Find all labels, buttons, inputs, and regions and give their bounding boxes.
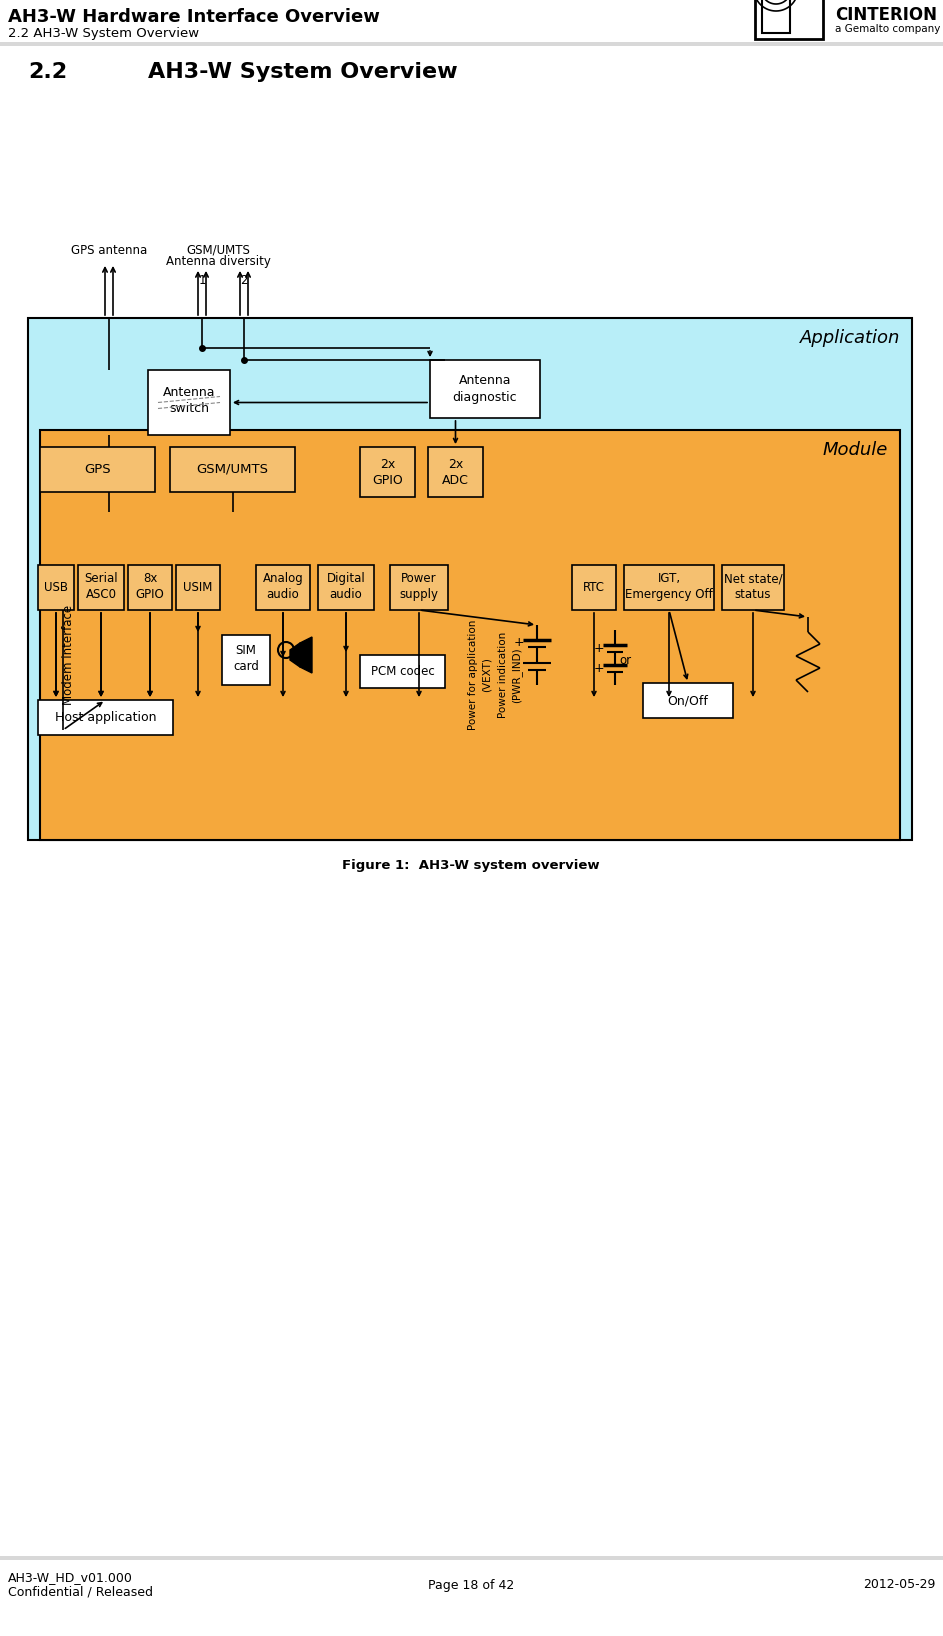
Text: Serial: Serial	[84, 573, 118, 586]
Text: 2.2 AH3-W System Overview: 2.2 AH3-W System Overview	[8, 26, 199, 39]
Text: GPS antenna: GPS antenna	[71, 244, 147, 257]
Text: switch: switch	[169, 402, 209, 416]
Text: card: card	[233, 661, 259, 674]
Bar	[78, 564, 124, 610]
Bar	[755, 0, 823, 39]
Text: +: +	[594, 661, 604, 674]
Bar	[128, 564, 172, 610]
Text: audio: audio	[267, 587, 299, 600]
Text: Module: Module	[822, 442, 888, 460]
Text: 2.2: 2.2	[28, 62, 67, 82]
Bar	[762, 0, 790, 33]
Text: audio: audio	[330, 587, 362, 600]
Bar	[28, 317, 912, 839]
Text: 2: 2	[240, 273, 248, 286]
Text: +: +	[514, 636, 524, 649]
Text: AH3-W System Overview: AH3-W System Overview	[148, 62, 457, 82]
Text: Application: Application	[800, 329, 900, 347]
Bar	[0, 1556, 943, 1561]
Polygon shape	[290, 643, 300, 667]
Bar	[360, 654, 445, 689]
Text: AH3-W_HD_v01.000: AH3-W_HD_v01.000	[8, 1572, 133, 1585]
Text: 1: 1	[198, 273, 206, 286]
Text: 2012-05-29: 2012-05-29	[863, 1579, 935, 1592]
Bar	[176, 564, 220, 610]
Text: Net state/: Net state/	[723, 573, 783, 586]
Text: Analog: Analog	[262, 573, 304, 586]
Text: Power for application: Power for application	[468, 620, 478, 730]
Text: 8x: 8x	[142, 573, 157, 586]
Bar	[428, 447, 483, 497]
Text: Emergency Off: Emergency Off	[625, 587, 713, 600]
Text: or: or	[619, 653, 631, 666]
Text: Figure 1:  AH3-W system overview: Figure 1: AH3-W system overview	[342, 859, 600, 872]
Text: Modem interface: Modem interface	[61, 605, 74, 705]
Bar	[318, 564, 374, 610]
Text: CINTERION: CINTERION	[835, 7, 937, 25]
Bar	[624, 564, 714, 610]
Text: (PWR_IND): (PWR_IND)	[511, 648, 522, 703]
Bar	[170, 447, 295, 492]
Text: Host application: Host application	[55, 712, 157, 725]
Text: GSM/UMTS: GSM/UMTS	[196, 463, 269, 476]
Text: GSM/UMTS: GSM/UMTS	[186, 244, 250, 257]
Text: GPS: GPS	[84, 463, 111, 476]
Bar	[0, 43, 943, 46]
Text: AH3-W Hardware Interface Overview: AH3-W Hardware Interface Overview	[8, 8, 380, 26]
Text: RTC: RTC	[583, 581, 605, 594]
Text: a Gemalto company: a Gemalto company	[835, 25, 940, 34]
Text: 2x: 2x	[448, 458, 463, 471]
Bar	[256, 564, 310, 610]
Bar	[148, 370, 230, 435]
Text: USB: USB	[44, 581, 68, 594]
Text: status: status	[735, 587, 771, 600]
Bar	[40, 430, 900, 839]
Bar	[222, 635, 270, 685]
Text: Confidential / Released: Confidential / Released	[8, 1585, 153, 1598]
Text: ADC: ADC	[442, 473, 469, 486]
Text: Antenna: Antenna	[458, 375, 511, 388]
Bar	[40, 447, 155, 492]
Bar	[643, 682, 733, 718]
Bar	[360, 447, 415, 497]
Text: +: +	[594, 641, 604, 654]
Text: GPIO: GPIO	[372, 473, 403, 486]
Polygon shape	[300, 636, 312, 672]
Text: IGT,: IGT,	[657, 573, 681, 586]
Text: 2x: 2x	[380, 458, 395, 471]
Text: Page 18 of 42: Page 18 of 42	[428, 1579, 514, 1592]
Bar	[572, 564, 616, 610]
Bar	[390, 564, 448, 610]
Text: (VEXT): (VEXT)	[482, 658, 492, 692]
Bar	[38, 564, 74, 610]
Text: USIM: USIM	[183, 581, 213, 594]
Text: diagnostic: diagnostic	[453, 391, 518, 404]
Text: PCM codec: PCM codec	[371, 664, 435, 677]
Text: Antenna: Antenna	[163, 386, 215, 399]
Text: SIM: SIM	[236, 645, 256, 658]
Text: On/Off: On/Off	[668, 694, 708, 707]
Text: ASC0: ASC0	[86, 587, 117, 600]
Text: Power indication: Power indication	[498, 631, 508, 718]
Text: Power: Power	[401, 573, 437, 586]
Text: supply: supply	[400, 587, 438, 600]
Text: GPIO: GPIO	[136, 587, 164, 600]
Text: Antenna diversity: Antenna diversity	[166, 255, 271, 268]
Bar	[38, 700, 173, 735]
Bar	[722, 564, 784, 610]
Bar	[430, 360, 540, 419]
Text: Digital: Digital	[326, 573, 365, 586]
